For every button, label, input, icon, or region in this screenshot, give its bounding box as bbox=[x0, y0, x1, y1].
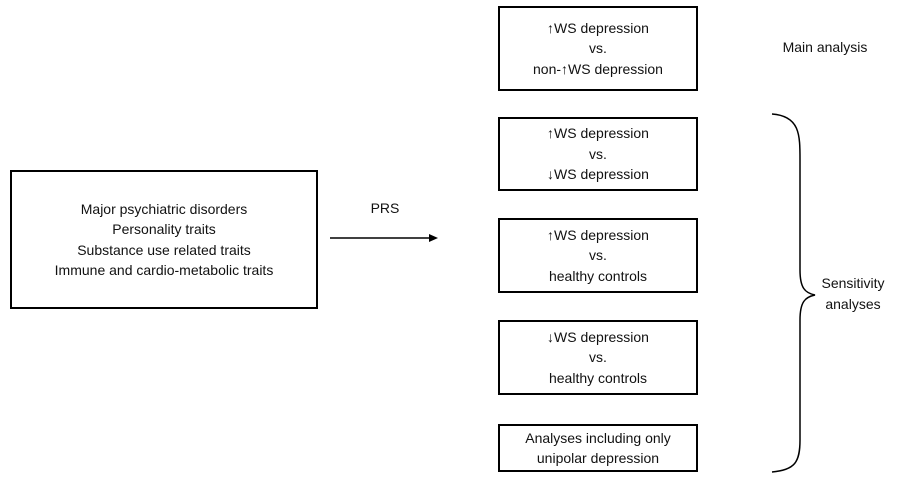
comparison-line: vs. bbox=[589, 40, 607, 57]
comparison-line: ↓WS depression bbox=[547, 166, 649, 183]
arrow-head bbox=[429, 234, 438, 242]
comparison-line: healthy controls bbox=[548, 267, 648, 284]
sensitivity-line: Sensitivity bbox=[821, 275, 885, 291]
comparison-box: ↓WS depression vs. healthy controls bbox=[498, 320, 698, 395]
comparison-line: non-↑WS depression bbox=[533, 60, 663, 77]
comparison-line: ↓WS depression bbox=[547, 328, 649, 345]
comparison-box: ↑WS depression vs. healthy controls bbox=[498, 218, 698, 293]
left-box-line: Personality traits bbox=[112, 221, 216, 237]
comparison-line: vs. bbox=[589, 145, 607, 162]
sensitivity-line: analyses bbox=[825, 296, 881, 312]
left-box: Major psychiatric disorders Personality … bbox=[10, 170, 318, 309]
sensitivity-label: Sensitivity analyses bbox=[818, 273, 888, 315]
comparison-line: unipolar depression bbox=[536, 450, 660, 466]
comparison-line: ↑WS depression bbox=[547, 226, 649, 243]
left-box-line: Major psychiatric disorders bbox=[80, 200, 248, 217]
comparison-line: ↑WS depression bbox=[547, 19, 649, 36]
comparison-box: Analyses including only unipolar depressi… bbox=[498, 424, 698, 472]
comparison-line: ↑WS depression bbox=[547, 125, 649, 142]
brace bbox=[771, 113, 816, 473]
comparison-line: healthy controls bbox=[548, 369, 648, 386]
arrow-label: PRS bbox=[370, 200, 400, 216]
left-box-line: Substance use related traits bbox=[77, 241, 251, 258]
comparison-box: ↑WS depression vs. ↓WS depression bbox=[498, 117, 698, 191]
comparison-line: Analyses including only bbox=[525, 429, 671, 446]
comparison-line: vs. bbox=[589, 247, 607, 264]
comparison-line: vs. bbox=[589, 349, 607, 366]
comparison-box: ↑WS depression vs. non-↑WS depression bbox=[498, 6, 698, 91]
main-label: Main analysis bbox=[782, 39, 868, 55]
left-box-line: Immune and cardio-metabolic traits bbox=[54, 262, 274, 278]
